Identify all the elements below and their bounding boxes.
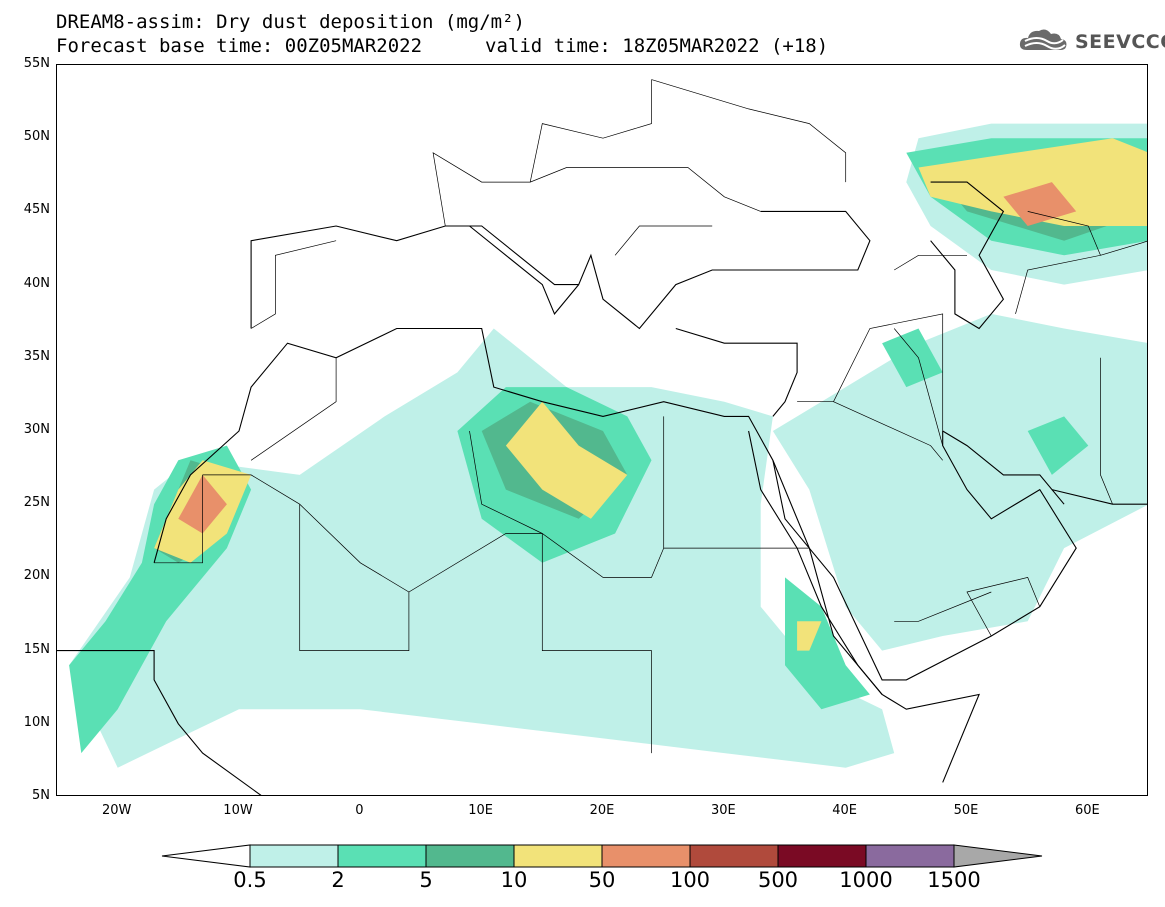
- coastline-persian-gulf: [942, 430, 1065, 505]
- colorbar-swatch: [601, 844, 691, 868]
- colorbar-label: 10: [500, 868, 528, 892]
- country-border: [1100, 240, 1147, 256]
- deposition-level-4-region: [797, 621, 822, 651]
- colorbar-label: 50: [588, 868, 616, 892]
- country-border: [651, 79, 847, 183]
- colorbar-label: 500: [757, 868, 799, 892]
- valid-time: valid time: 18Z05MAR2022 (+18): [485, 35, 829, 57]
- country-border: [894, 254, 967, 271]
- colorbar-high-extension: [953, 844, 1043, 868]
- deposition-level-5-region: [1003, 182, 1077, 226]
- dust-deposition-map: [57, 79, 1147, 795]
- country-border: [202, 416, 665, 593]
- colorbar-label: 0.5: [233, 868, 267, 892]
- longitude-tick-label: 40E: [832, 803, 858, 818]
- coastline-africa-gulf-guinea: [57, 650, 262, 795]
- map-title: DREAM8-assim: Dry dust deposition (mg/m²…: [56, 11, 525, 33]
- latitude-tick-label: 35N: [23, 348, 50, 364]
- colorbar-swatch: [865, 844, 955, 868]
- colorbar-swatch: [513, 844, 603, 868]
- longitude-tick-label: 50E: [953, 803, 979, 818]
- latitude-tick-label: 40N: [23, 275, 50, 291]
- deposition-level-2-region: [1027, 416, 1089, 475]
- colorbar-swatch: [249, 844, 339, 868]
- logo-text: SEEVCCC: [1075, 31, 1165, 53]
- country-border: [966, 576, 1041, 637]
- map-area[interactable]: [56, 64, 1148, 796]
- coastlines: [57, 181, 1147, 795]
- latitude-tick-label: 15N: [23, 641, 50, 657]
- colorbar-swatch: [337, 844, 427, 868]
- latitude-tick-label: 45N: [23, 202, 50, 218]
- longitude-tick-label: 0: [355, 803, 364, 818]
- colorbar-label: 2: [331, 868, 345, 892]
- colorbar-label: 100: [669, 868, 711, 892]
- longitude-tick-label: 10W: [223, 803, 253, 818]
- longitude-tick-label: 10E: [468, 803, 494, 818]
- coastline-levant-turkey: [675, 327, 798, 417]
- country-border: [469, 430, 543, 534]
- coastline-caspian: [930, 181, 1005, 330]
- country-border: [893, 328, 944, 446]
- colorbar-low-extension: [161, 844, 251, 868]
- colorbar: [161, 844, 1043, 868]
- deposition-contours: [69, 123, 1147, 768]
- country-border: [614, 225, 713, 256]
- country-border: [250, 357, 337, 461]
- country-border: [797, 313, 944, 431]
- colorbar-swatch: [425, 844, 515, 868]
- coastline-italy: [469, 225, 580, 315]
- latitude-tick-label: 55N: [23, 56, 50, 71]
- latitude-tick-label: 30N: [23, 422, 50, 437]
- longitude-tick-label: 60E: [1074, 803, 1100, 818]
- coastline-europe-south: [250, 210, 871, 330]
- colorbar-swatch: [777, 844, 867, 868]
- colorbar-swatch: [689, 844, 779, 868]
- country-border: [299, 504, 410, 651]
- colorbar-label: 5: [419, 868, 433, 892]
- latitude-tick-label: 50N: [23, 129, 50, 145]
- deposition-level-4-region: [505, 401, 628, 519]
- deposition-level-2-region: [882, 328, 943, 388]
- forecast-base-time: Forecast base time: 00Z05MAR2022: [56, 35, 423, 57]
- country-borders: [154, 79, 1147, 754]
- country-border: [529, 79, 652, 183]
- longitude-tick-label: 30E: [710, 803, 736, 818]
- logo: SEEVCCC: [1017, 26, 1165, 58]
- longitude-tick-label: 20W: [101, 803, 132, 818]
- deposition-level-2-region: [785, 577, 870, 710]
- colorbar-label: 1000: [839, 868, 893, 892]
- deposition-level-1-region: [772, 313, 1147, 651]
- deposition-level-4-region: [918, 138, 1147, 226]
- latitude-tick-label: 10N: [23, 714, 50, 730]
- country-border: [250, 240, 337, 329]
- latitude-tick-label: 20N: [23, 568, 50, 584]
- country-border: [154, 474, 203, 564]
- coastline-red-sea-west: [748, 430, 883, 695]
- latitude-tick-label: 25N: [23, 495, 50, 511]
- latitude-tick-label: 5N: [32, 788, 50, 803]
- coastline-arabia: [772, 431, 1077, 681]
- country-border: [432, 152, 761, 227]
- country-border: [1100, 357, 1113, 505]
- country-border: [541, 533, 652, 754]
- longitude-tick-label: 20E: [589, 803, 615, 818]
- cloud-icon: [1017, 26, 1069, 58]
- colorbar-label: 1500: [927, 868, 981, 892]
- country-border: [894, 591, 992, 622]
- country-border: [833, 401, 943, 461]
